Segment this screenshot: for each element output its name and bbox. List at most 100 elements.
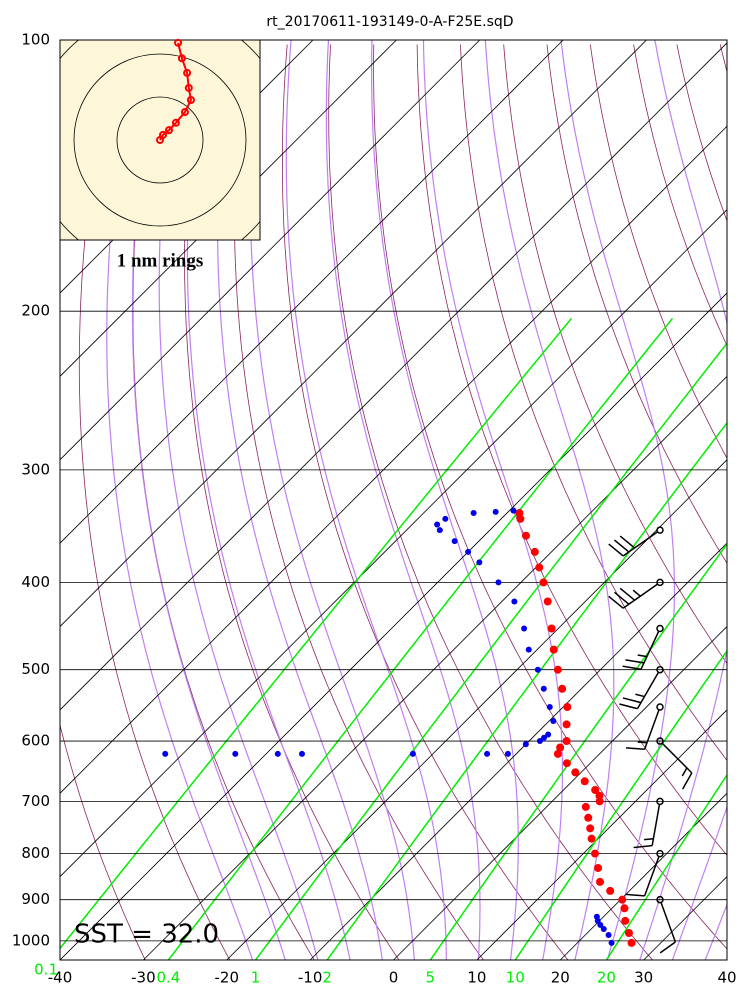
- wind-barb: [657, 738, 692, 789]
- sounding-point: [545, 731, 551, 737]
- sounding-point: [581, 777, 589, 785]
- y-tick-label: 600: [21, 732, 50, 750]
- mixing-ratio-line: [51, 318, 572, 960]
- barb-feather: [638, 742, 647, 743]
- sounding-point: [442, 516, 448, 522]
- mixing-ratio-label: 10: [506, 969, 525, 987]
- y-tick-label: 800: [21, 844, 50, 862]
- dry-adiabat: [547, 45, 750, 961]
- barb-station: [657, 527, 663, 533]
- x-tick-label: 10: [467, 969, 486, 987]
- sounding-point: [471, 510, 477, 516]
- sounding-point: [535, 563, 543, 571]
- sounding-point: [586, 824, 594, 832]
- mixing-ratio-label: 0.4: [156, 969, 180, 987]
- barb-staff: [661, 903, 675, 942]
- sounding-point: [510, 508, 516, 514]
- sounding-point: [535, 667, 541, 673]
- sounding-point: [594, 914, 600, 920]
- sounding-point: [596, 878, 604, 886]
- wind-barb: [634, 798, 663, 847]
- barb-feather: [683, 773, 692, 789]
- dry-adiabat: [720, 45, 750, 961]
- barb-feather: [634, 846, 653, 848]
- isotherm: [227, 40, 750, 960]
- moist-adiabat: [738, 37, 750, 960]
- sounding-point: [437, 527, 443, 533]
- sounding-point: [465, 549, 471, 555]
- chart-title: rt_20170611-193149-0-A-F25E.sqD: [266, 14, 513, 30]
- sounding-point: [522, 532, 530, 540]
- sounding-point: [526, 647, 532, 653]
- sounding-point: [476, 559, 482, 565]
- sounding-point: [625, 929, 633, 937]
- sounding-point: [523, 741, 529, 747]
- wind-barb: [609, 579, 663, 608]
- dry-adiabat: [0, 45, 61, 961]
- sounding-point: [584, 814, 592, 822]
- mixing-ratio-label: 2: [322, 969, 332, 987]
- isotherm: [727, 40, 750, 960]
- sounding-point: [618, 896, 626, 904]
- sounding-point: [452, 538, 458, 544]
- barb-feather: [644, 839, 653, 840]
- barb-station: [657, 704, 663, 710]
- hodograph-label: 1 nm rings: [117, 250, 204, 271]
- sounding-point: [558, 685, 566, 693]
- sounding-point: [521, 625, 527, 631]
- sounding-point: [563, 720, 571, 728]
- mixing-ratio-label: 5: [426, 969, 436, 987]
- sounding-point: [609, 940, 615, 946]
- sounding-point: [544, 597, 552, 605]
- isotherm: [0, 40, 63, 960]
- y-tick-label: 300: [21, 460, 50, 478]
- sounding-point: [550, 646, 558, 654]
- sounding-point: [547, 704, 553, 710]
- sounding-point: [556, 744, 564, 752]
- y-tick-label: 500: [21, 660, 50, 678]
- x-tick-label: 40: [717, 969, 736, 987]
- moist-adiabat: [372, 37, 519, 960]
- dry-adiabat: [460, 45, 750, 961]
- x-tick-label: -20: [215, 969, 240, 987]
- y-tick-label: 200: [21, 302, 50, 320]
- y-tick-label: 1000: [12, 931, 50, 949]
- sounding-point: [232, 751, 238, 757]
- sounding-point: [299, 751, 305, 757]
- sounding-point: [591, 850, 599, 858]
- barb-feather: [626, 748, 645, 749]
- barb-feather: [682, 768, 687, 776]
- sounding-point: [554, 666, 562, 674]
- hodograph: [31, 11, 289, 269]
- mixing-ratio-label: 20: [597, 969, 616, 987]
- mixing-ratio-line: [606, 318, 750, 960]
- sounding-point: [606, 932, 612, 938]
- sounding-point: [275, 751, 281, 757]
- sounding-point: [493, 509, 499, 515]
- sounding-point: [434, 522, 440, 528]
- barb-feather: [623, 698, 641, 703]
- sounding-point: [621, 917, 629, 925]
- sounding-point: [511, 598, 517, 604]
- barb-feather: [660, 942, 675, 953]
- sounding-point: [571, 768, 579, 776]
- sounding-point: [410, 751, 416, 757]
- sounding-point: [495, 579, 501, 585]
- x-tick-label: -40: [48, 969, 73, 987]
- moist-adiabat: [705, 37, 750, 960]
- sounding-point: [563, 759, 571, 767]
- barb-feather: [635, 694, 644, 696]
- sounding-point: [563, 737, 571, 745]
- sounding-point: [594, 864, 602, 872]
- x-tick-label: 30: [634, 969, 653, 987]
- barb-station: [657, 625, 663, 631]
- sounding-point: [591, 786, 599, 794]
- y-tick-label: 900: [21, 890, 50, 908]
- moist-adiabat: [561, 37, 675, 960]
- barb-feather: [626, 894, 645, 895]
- wind-barb: [623, 625, 663, 669]
- sounding-point: [531, 548, 539, 556]
- sounding-point: [606, 887, 614, 895]
- barb-feather: [633, 590, 640, 596]
